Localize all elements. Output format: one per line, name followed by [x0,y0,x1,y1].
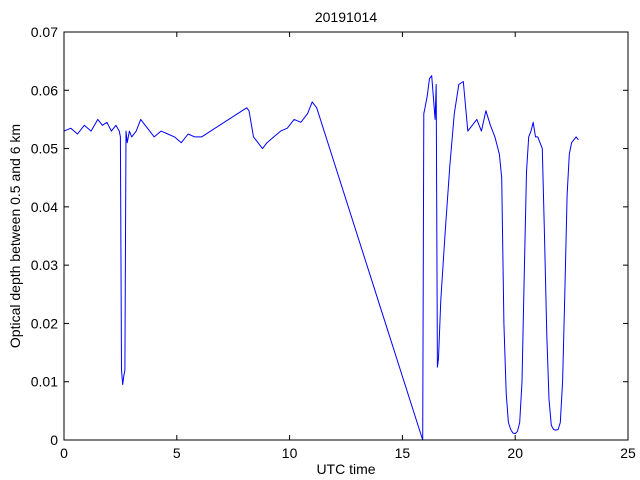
x-tick-label: 20 [507,445,523,461]
series-layer [63,75,579,441]
y-tick-label: 0.02 [31,315,58,331]
y-tick-label: 0.01 [31,374,58,390]
y-axis-label: Optical depth between 0.5 and 6 km [7,124,23,348]
y-tick-label: 0.04 [31,199,58,215]
y-tick-label: 0.05 [31,141,58,157]
y-tick-label: 0 [50,432,58,448]
y-tick-label: 0.07 [31,24,58,40]
x-axis-label: UTC time [316,461,375,477]
series-line-0 [63,75,579,441]
y-tick-label: 0.03 [31,257,58,273]
x-tick-label: 25 [620,445,636,461]
chart-title: 20191014 [315,9,378,25]
axes-box [63,31,629,441]
y-axis-ticks: 0 0.01 0.02 0.03 0.04 0.05 0.06 0.07 [31,24,628,448]
x-tick-label: 5 [173,445,181,461]
x-tick-label: 0 [60,445,68,461]
y-tick-label: 0.06 [31,82,58,98]
plot-area [64,32,628,440]
x-tick-label: 15 [395,445,411,461]
x-tick-label: 10 [282,445,298,461]
x-axis-ticks: 0 5 10 15 20 25 [60,32,636,461]
